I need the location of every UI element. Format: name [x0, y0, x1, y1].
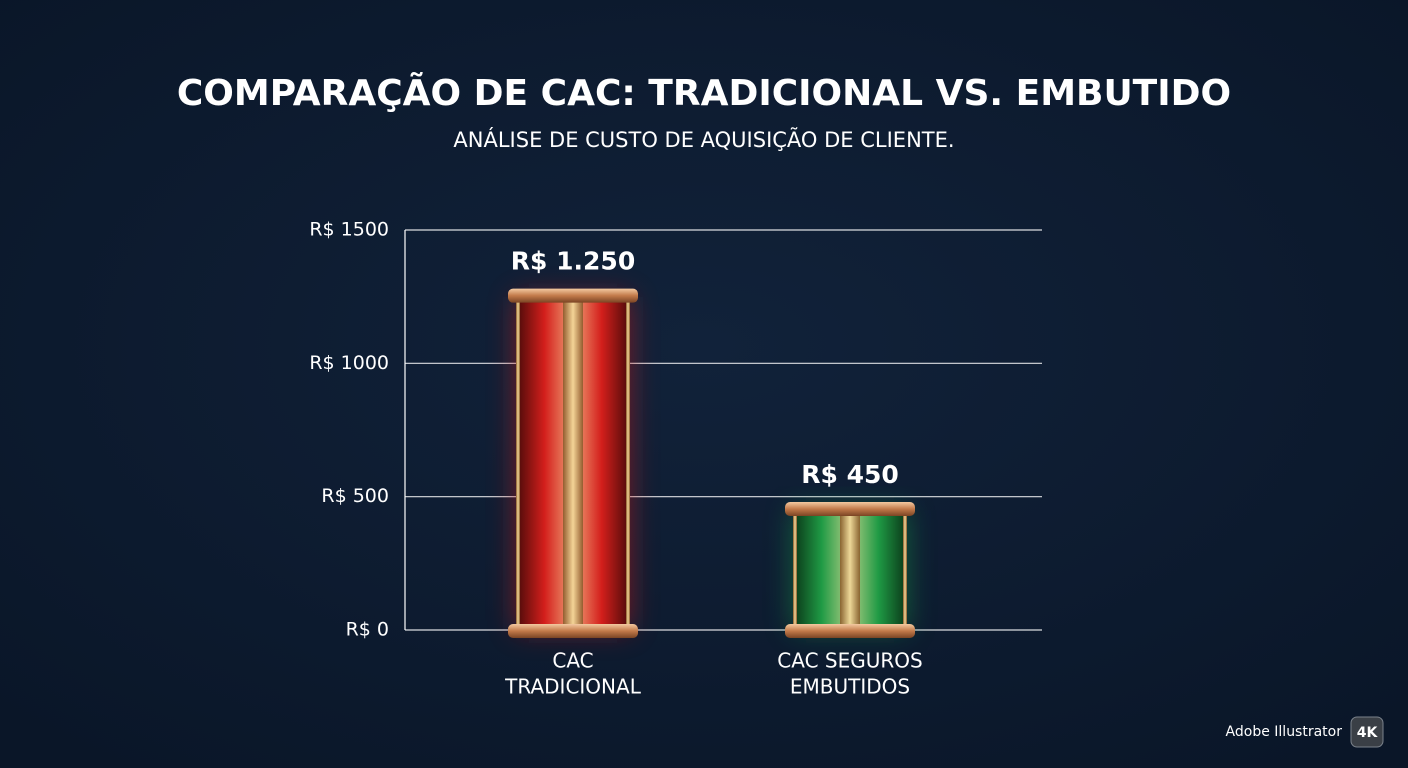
bar-center-rail	[563, 296, 583, 630]
bar-cap	[785, 624, 915, 638]
x-tick-label: EMBUTIDOS	[790, 675, 910, 699]
watermark: Adobe Illustrator	[1226, 724, 1343, 740]
value-label: R$ 1.250	[511, 247, 635, 276]
bar-rail	[516, 296, 520, 630]
y-tick-label: R$ 1000	[309, 352, 389, 374]
bar-rail	[626, 296, 630, 630]
bar-center-rail	[840, 510, 860, 630]
bar-rail	[793, 510, 797, 630]
chart-subtitle: ANÁLISE DE CUSTO DE AQUISIÇÃO DE CLIENTE…	[453, 126, 954, 152]
y-tick-label: R$ 0	[346, 619, 389, 641]
x-tick-label: CAC SEGUROS	[777, 649, 922, 673]
bar-cap	[508, 624, 638, 638]
bar-rail	[903, 510, 907, 630]
x-tick-label: TRADICIONAL	[504, 675, 642, 699]
x-tick-label: CAC	[552, 649, 593, 673]
value-label: R$ 450	[801, 460, 899, 489]
chart-title: COMPARAÇÃO DE CAC: TRADICIONAL VS. EMBUT…	[177, 72, 1231, 114]
grid: R$ 0 R$ 500 R$ 1000 R$ 1500	[309, 219, 1042, 641]
y-tick-label: R$ 500	[321, 485, 389, 507]
watermark-badge-box	[1350, 716, 1384, 748]
watermark-badge: 4K	[1357, 725, 1379, 741]
y-tick-label: R$ 1500	[309, 219, 389, 241]
bar-cap	[785, 502, 915, 516]
bar-cap	[508, 288, 638, 303]
